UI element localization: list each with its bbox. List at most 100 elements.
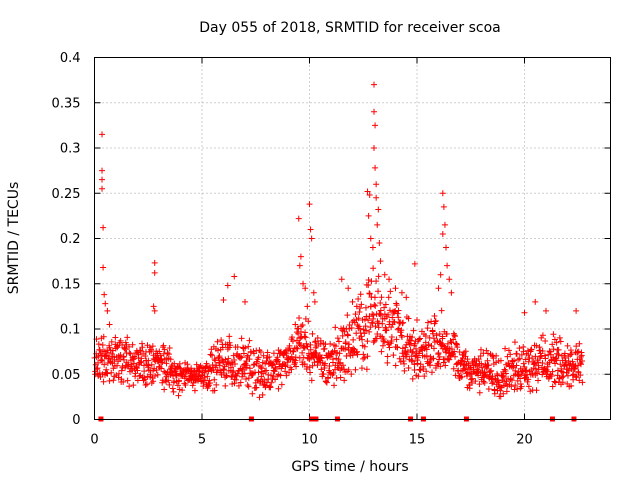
data-point (290, 348, 297, 355)
data-point (398, 327, 405, 334)
data-point (520, 360, 527, 367)
data-point (488, 367, 495, 374)
data-point (317, 354, 324, 361)
data-point (143, 381, 150, 388)
data-point (237, 353, 243, 360)
data-point (375, 288, 382, 295)
data-point (365, 317, 372, 324)
data-point (358, 365, 365, 372)
data-point (508, 383, 515, 390)
data-point (381, 271, 388, 278)
data-point (552, 360, 559, 367)
data-point (532, 365, 539, 372)
data-point (272, 365, 279, 372)
data-point (289, 334, 296, 341)
data-point (117, 337, 124, 344)
data-point (549, 368, 556, 375)
data-point (496, 379, 503, 386)
data-point (239, 373, 246, 380)
data-point (367, 324, 374, 331)
data-point (157, 352, 164, 359)
data-point (346, 341, 353, 348)
data-point (369, 320, 376, 327)
data-point (225, 355, 232, 362)
data-point (269, 361, 276, 368)
data-point (397, 358, 404, 365)
data-point (529, 355, 536, 362)
data-point (142, 381, 149, 388)
data-point (487, 368, 494, 375)
data-point (399, 320, 406, 327)
data-point (411, 367, 418, 374)
data-point (577, 372, 584, 379)
data-point (311, 298, 318, 305)
data-point (547, 348, 554, 355)
data-point (124, 334, 131, 341)
data-point (423, 368, 430, 375)
data-point (106, 321, 113, 328)
data-point (297, 342, 304, 349)
data-point (362, 304, 369, 311)
data-point (430, 355, 437, 362)
data-point (373, 194, 380, 201)
data-point (435, 350, 442, 357)
data-point (94, 365, 101, 372)
data-point (203, 360, 210, 367)
data-point (517, 381, 524, 388)
data-point (513, 350, 520, 357)
data-point (371, 108, 377, 115)
data-point (409, 375, 416, 382)
data-point (366, 290, 373, 297)
data-point (308, 377, 315, 384)
data-point (532, 298, 539, 305)
data-point (340, 362, 347, 369)
data-point (405, 315, 412, 322)
data-point (131, 353, 138, 360)
data-point (361, 316, 368, 323)
data-point (242, 375, 249, 382)
data-point (476, 381, 483, 388)
data-point (136, 373, 143, 380)
data-point (214, 338, 221, 345)
data-point (122, 346, 129, 353)
data-point (161, 386, 168, 393)
data-point (481, 379, 488, 386)
data-point (192, 372, 199, 379)
data-point (216, 353, 223, 360)
data-point (169, 385, 176, 392)
data-point (118, 367, 125, 374)
data-point (101, 361, 108, 368)
data-point (485, 385, 492, 392)
data-point (222, 382, 229, 389)
data-point (394, 310, 401, 317)
data-point (303, 340, 310, 347)
data-point (275, 358, 282, 365)
data-point (381, 338, 388, 345)
data-point (454, 360, 461, 367)
data-point (114, 362, 121, 369)
data-point (372, 302, 379, 309)
data-point (437, 363, 444, 370)
data-point (175, 392, 182, 399)
data-point (104, 307, 111, 314)
data-point (148, 361, 155, 368)
data-point (307, 346, 314, 353)
data-point (327, 340, 334, 347)
data-point (244, 352, 251, 359)
data-point (115, 370, 122, 377)
data-point (220, 297, 227, 304)
data-point (256, 394, 263, 401)
data-point (511, 357, 518, 364)
data-point (398, 334, 405, 341)
data-point (257, 348, 264, 355)
data-point (108, 369, 115, 376)
data-point (444, 340, 451, 347)
data-point (417, 335, 424, 342)
data-point (432, 317, 439, 324)
data-point (578, 352, 585, 359)
data-point (573, 374, 580, 381)
data-point (151, 307, 158, 314)
data-point (325, 374, 332, 381)
data-point (377, 312, 384, 319)
data-point (368, 319, 375, 326)
